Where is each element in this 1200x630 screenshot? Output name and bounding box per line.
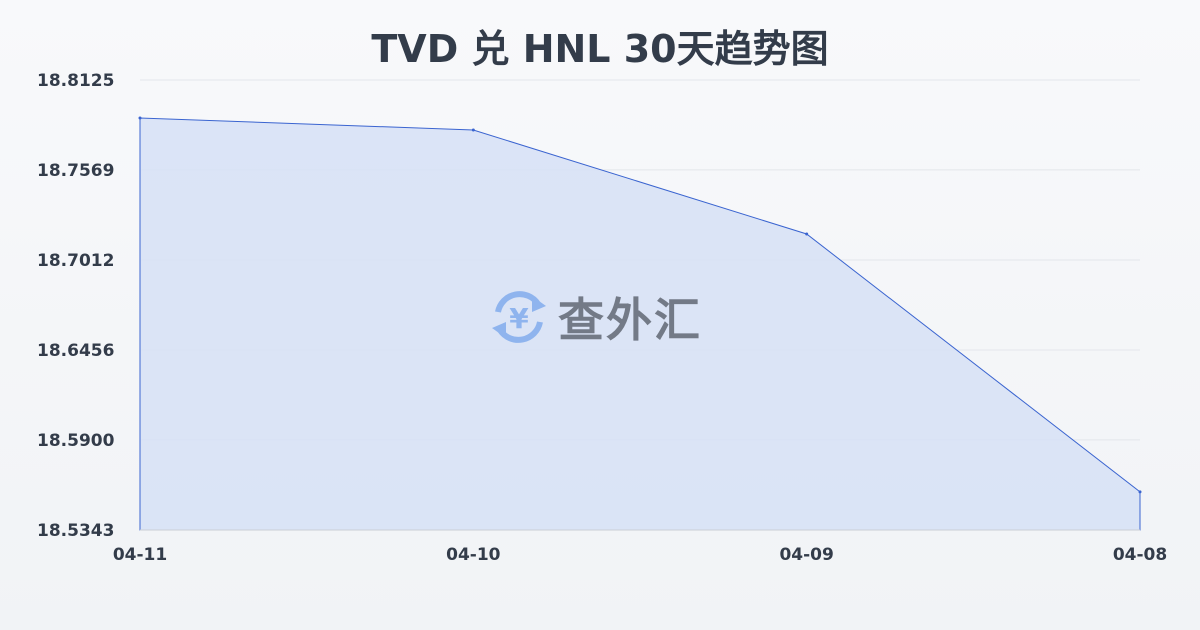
y-tick-label: 18.7569 [37,161,114,181]
watermark-text: 查外汇 [558,293,702,347]
y-tick-label: 18.5900 [37,431,115,451]
chart-title: TVD 兑 HNL 30天趋势图 [371,27,829,71]
y-tick-label: 18.6456 [37,341,114,361]
yen-exchange-icon: ¥ [492,291,546,343]
data-point [805,232,809,236]
x-tick-label: 04-10 [446,545,501,565]
svg-text:¥: ¥ [509,302,529,335]
watermark: ¥ 查外汇 [488,284,702,350]
x-tick-label: 04-09 [779,545,833,565]
x-tick-label: 04-08 [1113,545,1167,565]
data-point [471,128,475,132]
y-tick-label: 18.7012 [37,251,114,271]
data-point [138,116,142,120]
y-tick-label: 18.5343 [37,521,114,541]
y-tick-label: 18.8125 [37,71,114,91]
data-point [1138,490,1142,494]
x-tick-label: 04-11 [113,545,167,565]
